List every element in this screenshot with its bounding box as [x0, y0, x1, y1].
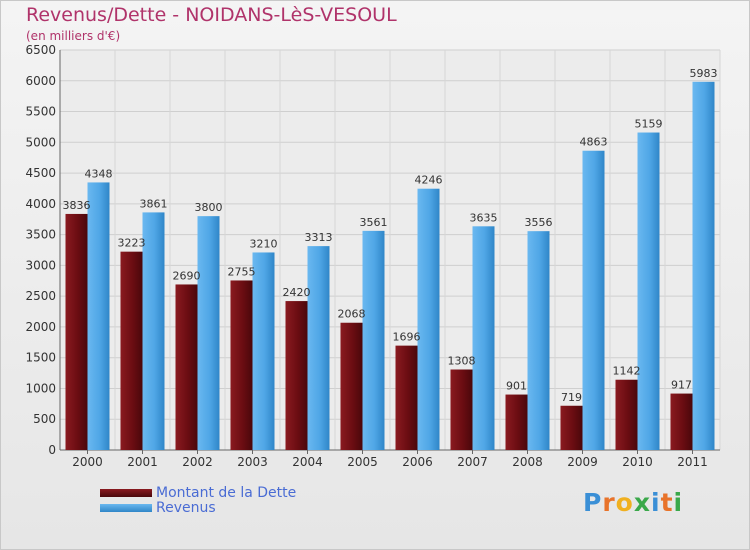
value-label-revenue: 5983 [690, 67, 718, 80]
legend-label-revenue: Revenus [156, 500, 216, 516]
y-tick-label: 1500 [25, 351, 56, 365]
value-label-debt: 917 [671, 379, 692, 392]
y-tick-label: 0 [48, 443, 56, 457]
bar-debt [615, 379, 638, 450]
x-tick-label: 2006 [402, 455, 433, 469]
x-tick-label: 2003 [237, 455, 268, 469]
bar-revenue [472, 226, 495, 450]
bar-revenue [252, 252, 275, 450]
x-tick-label: 2001 [127, 455, 158, 469]
value-label-debt: 2755 [228, 265, 256, 278]
y-tick-label: 5000 [25, 135, 56, 149]
value-label-revenue: 4348 [85, 167, 113, 180]
bar-revenue [307, 246, 330, 450]
chart-title: Revenus/Dette - NOIDANS-LèS-VESOUL [26, 4, 397, 26]
proxiti-logo: Proxiti [583, 488, 683, 517]
bar-debt [175, 284, 198, 450]
bar-revenue [582, 150, 605, 450]
bar-revenue [142, 212, 165, 450]
value-label-debt: 2420 [283, 286, 311, 299]
logo-letter: P [583, 488, 603, 517]
legend-label-debt: Montant de la Dette [156, 485, 297, 501]
y-tick-label: 6000 [25, 74, 56, 88]
value-labels: 3836 4348 3223 3861 2690 3800 2755 3210 2420 3313… [63, 67, 718, 404]
grid-lines [59, 49, 721, 451]
axes: 0 500 1000 1500 2000 2500 3000 3500 4000 4500 5000… [25, 43, 720, 469]
bar-debt [395, 345, 418, 450]
y-tick-label: 5500 [25, 105, 56, 119]
bars [65, 81, 715, 451]
value-label-debt: 2068 [338, 308, 366, 321]
value-label-revenue: 3635 [470, 211, 498, 224]
x-tick-label: 2005 [347, 455, 378, 469]
logo-letter: r [602, 488, 616, 517]
value-label-debt: 3223 [118, 237, 146, 250]
bar-debt [450, 369, 473, 450]
x-tick-label: 2002 [182, 455, 213, 469]
logo-letter: x [633, 488, 651, 517]
value-label-revenue: 3561 [360, 216, 388, 229]
bar-debt [560, 405, 583, 450]
y-tick-label: 3000 [25, 258, 56, 272]
bar-debt [505, 394, 528, 450]
legend-swatch-revenue [100, 504, 152, 512]
x-tick-label: 2007 [457, 455, 488, 469]
value-label-revenue: 4863 [580, 136, 608, 149]
logo-letter: o [615, 488, 634, 517]
bar-debt [340, 322, 363, 450]
value-label-debt: 901 [506, 380, 527, 393]
bar-revenue [197, 216, 220, 450]
bar-debt [285, 301, 308, 450]
value-label-revenue: 5159 [635, 118, 663, 131]
x-tick-label: 2004 [292, 455, 323, 469]
bar-revenue [692, 81, 715, 451]
value-label-revenue: 3210 [250, 237, 278, 250]
x-tick-label: 2009 [567, 455, 598, 469]
y-tick-label: 2000 [25, 320, 56, 334]
bar-revenue [527, 231, 550, 450]
y-tick-label: 3500 [25, 228, 56, 242]
y-tick-label: 4000 [25, 197, 56, 211]
y-tick-label: 4500 [25, 166, 56, 180]
bar-revenue [87, 182, 110, 450]
logo-letter: i [651, 488, 661, 517]
x-tick-label: 2011 [677, 455, 708, 469]
value-label-revenue: 3556 [525, 216, 553, 229]
chart-subtitle: (en milliers d'€) [26, 29, 121, 43]
bar-debt [65, 213, 88, 450]
y-tick-label: 6500 [25, 43, 56, 57]
value-label-debt: 1696 [393, 331, 421, 344]
bar-debt [670, 393, 693, 450]
legend-swatch-debt [100, 489, 152, 497]
logo-letter: t [660, 488, 674, 517]
x-tick-label: 2008 [512, 455, 543, 469]
value-label-debt: 2690 [173, 269, 201, 282]
y-tick-label: 1000 [25, 381, 56, 395]
logo-letter: i [673, 488, 684, 517]
bar-debt [230, 280, 253, 450]
value-label-debt: 3836 [63, 199, 91, 212]
value-label-revenue: 3800 [195, 201, 223, 214]
bar-revenue [362, 230, 385, 450]
value-label-debt: 1142 [613, 365, 641, 378]
bar-revenue [637, 132, 660, 450]
value-label-debt: 1308 [448, 355, 476, 368]
bar-revenue [417, 188, 440, 450]
value-label-revenue: 3861 [140, 197, 168, 210]
bar-debt [120, 251, 143, 450]
y-tick-label: 500 [33, 412, 56, 426]
x-tick-label: 2000 [72, 455, 103, 469]
y-tick-label: 2500 [25, 289, 56, 303]
value-label-debt: 719 [561, 391, 582, 404]
value-label-revenue: 3313 [305, 231, 333, 244]
x-tick-label: 2010 [622, 455, 653, 469]
value-label-revenue: 4246 [415, 174, 443, 187]
